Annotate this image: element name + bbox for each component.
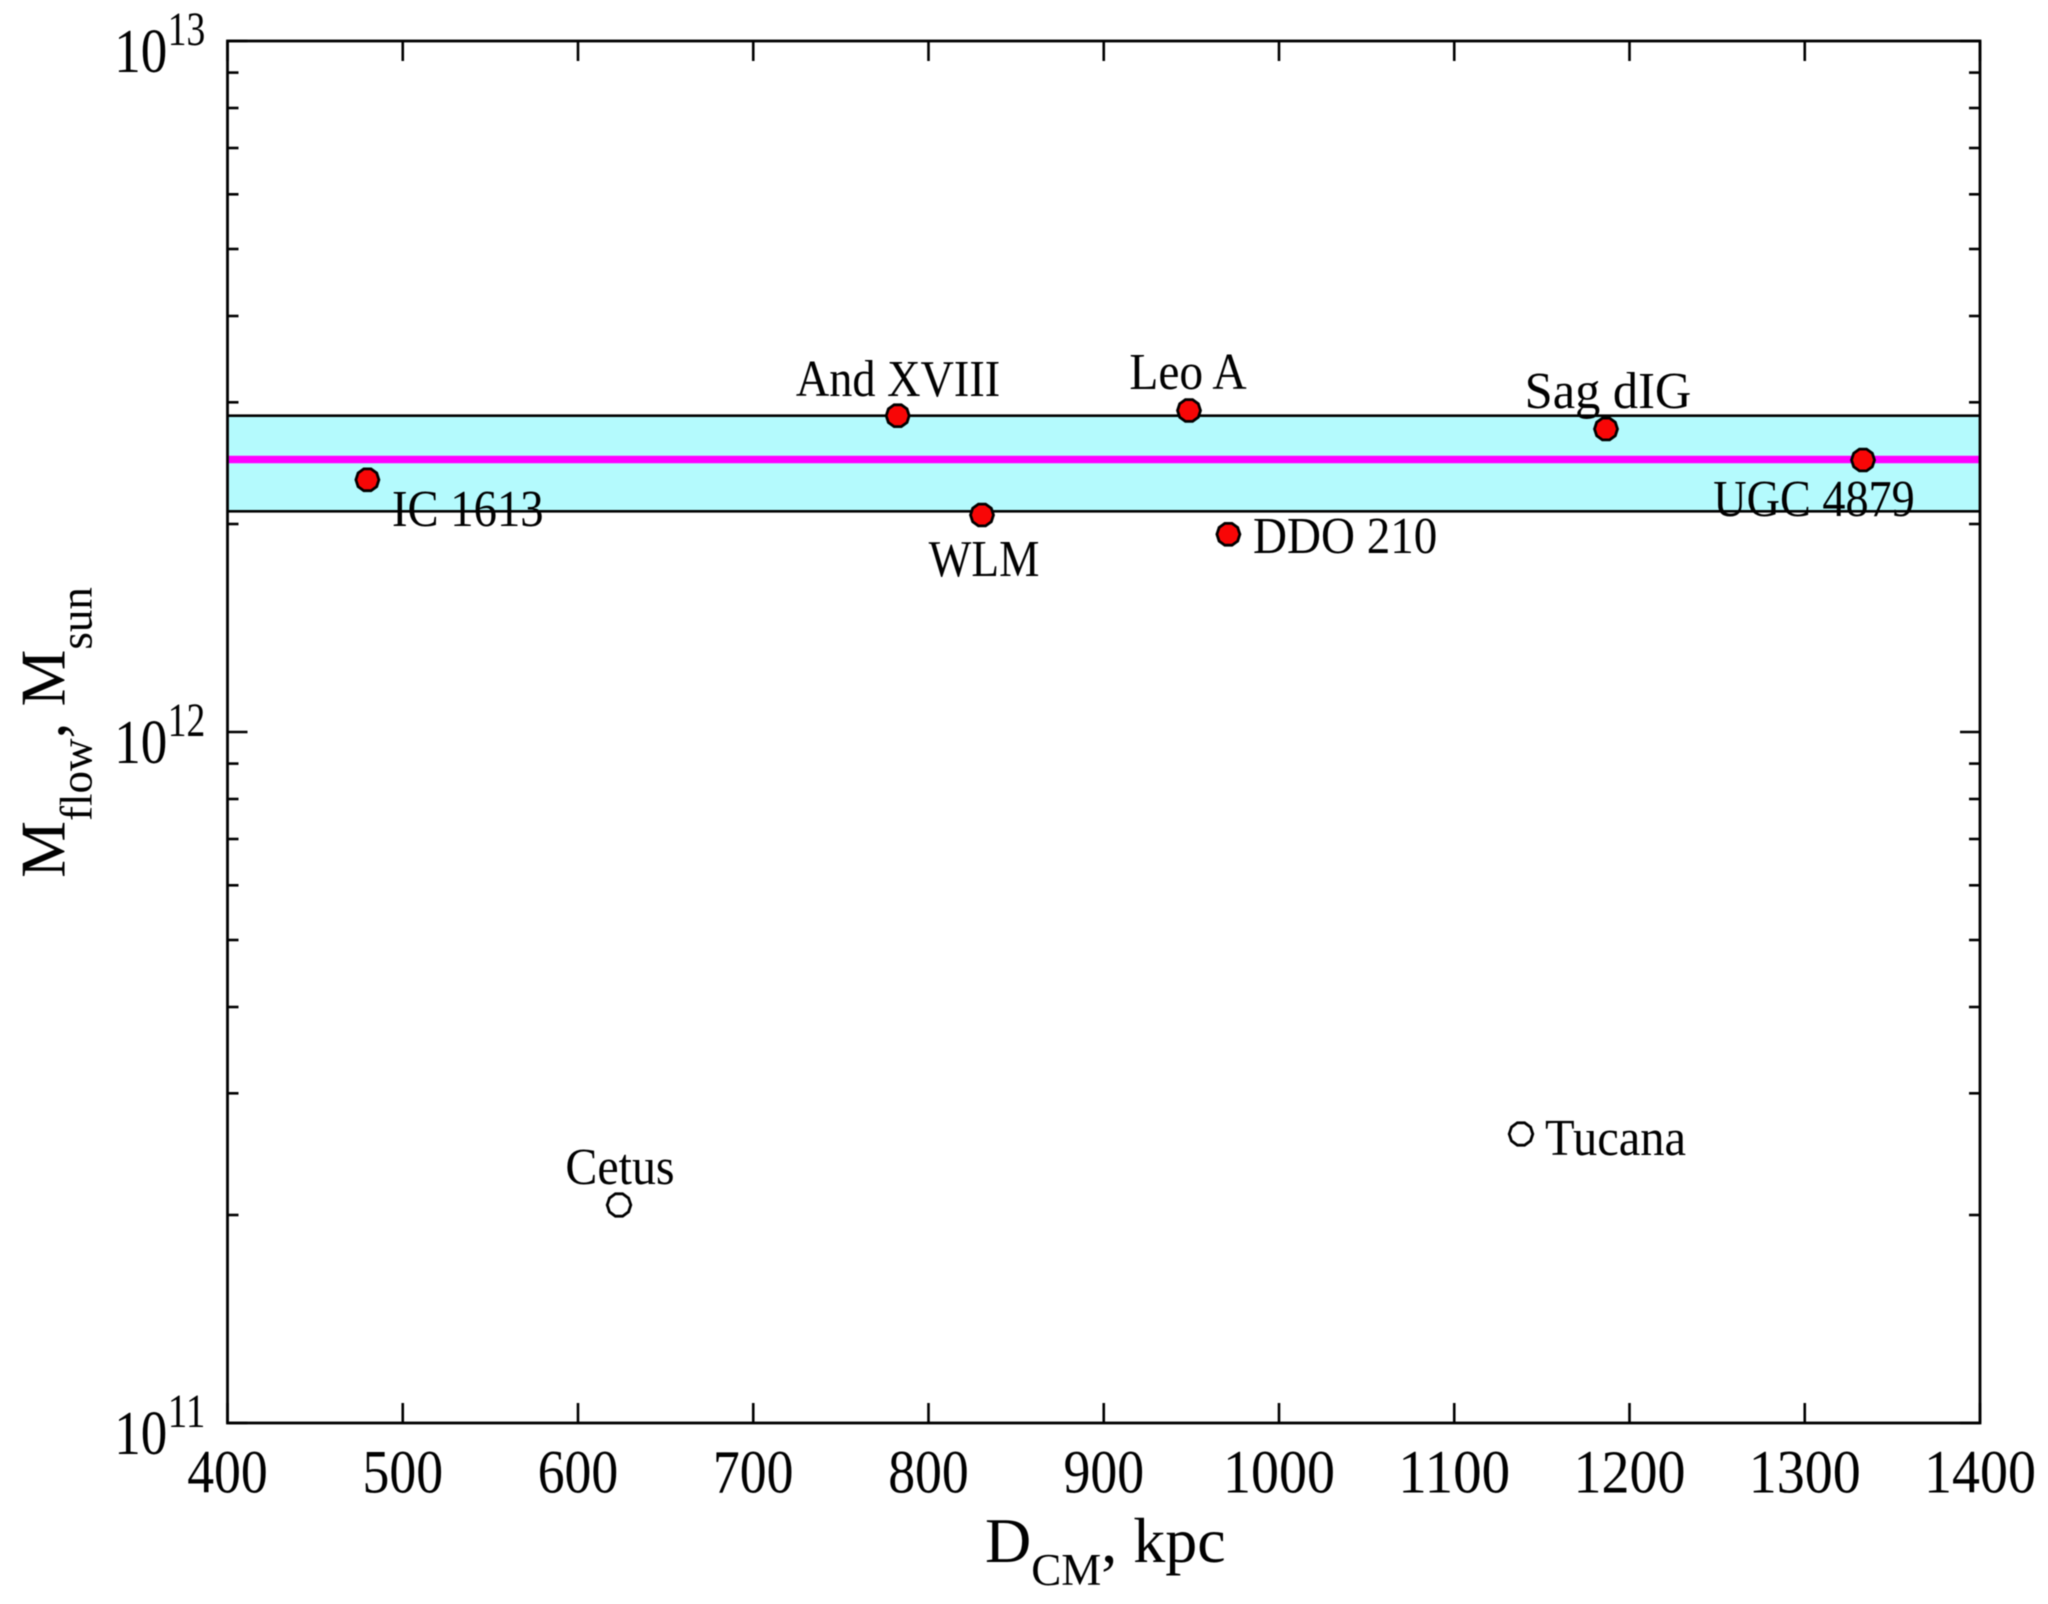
- svg-text:UGC 4879: UGC 4879: [1713, 471, 1915, 528]
- svg-text:1400: 1400: [1924, 1440, 2036, 1507]
- svg-text:400: 400: [187, 1440, 268, 1507]
- svg-text:Leo A: Leo A: [1129, 344, 1247, 401]
- svg-text:10: 10: [114, 18, 167, 86]
- svg-text:13: 13: [168, 3, 206, 56]
- svg-text:1300: 1300: [1749, 1440, 1861, 1507]
- svg-text:1000: 1000: [1223, 1440, 1335, 1507]
- svg-text:700: 700: [713, 1440, 794, 1507]
- svg-text:600: 600: [538, 1440, 619, 1507]
- svg-text:900: 900: [1064, 1440, 1145, 1507]
- svg-text:800: 800: [888, 1440, 969, 1507]
- svg-text:10: 10: [114, 1400, 167, 1468]
- svg-text:1200: 1200: [1574, 1440, 1686, 1507]
- svg-text:Tucana: Tucana: [1545, 1110, 1686, 1167]
- svg-text:, kpc: , kpc: [1101, 1505, 1225, 1576]
- svg-text:CM: CM: [1031, 1545, 1101, 1595]
- svg-text:Sag dIG: Sag dIG: [1525, 363, 1692, 420]
- svg-text:500: 500: [363, 1440, 444, 1507]
- svg-text:And XVIII: And XVIII: [796, 351, 1000, 408]
- svg-text:D: D: [985, 1505, 1031, 1576]
- svg-text:Cetus: Cetus: [565, 1139, 674, 1196]
- svg-text:1100: 1100: [1398, 1440, 1510, 1507]
- svg-text:12: 12: [168, 694, 206, 747]
- svg-text:10: 10: [114, 709, 167, 777]
- svg-text:IC 1613: IC 1613: [392, 481, 544, 538]
- svg-text:DDO 210: DDO 210: [1253, 508, 1437, 565]
- svg-text:WLM: WLM: [929, 531, 1040, 588]
- svg-text:11: 11: [168, 1385, 206, 1438]
